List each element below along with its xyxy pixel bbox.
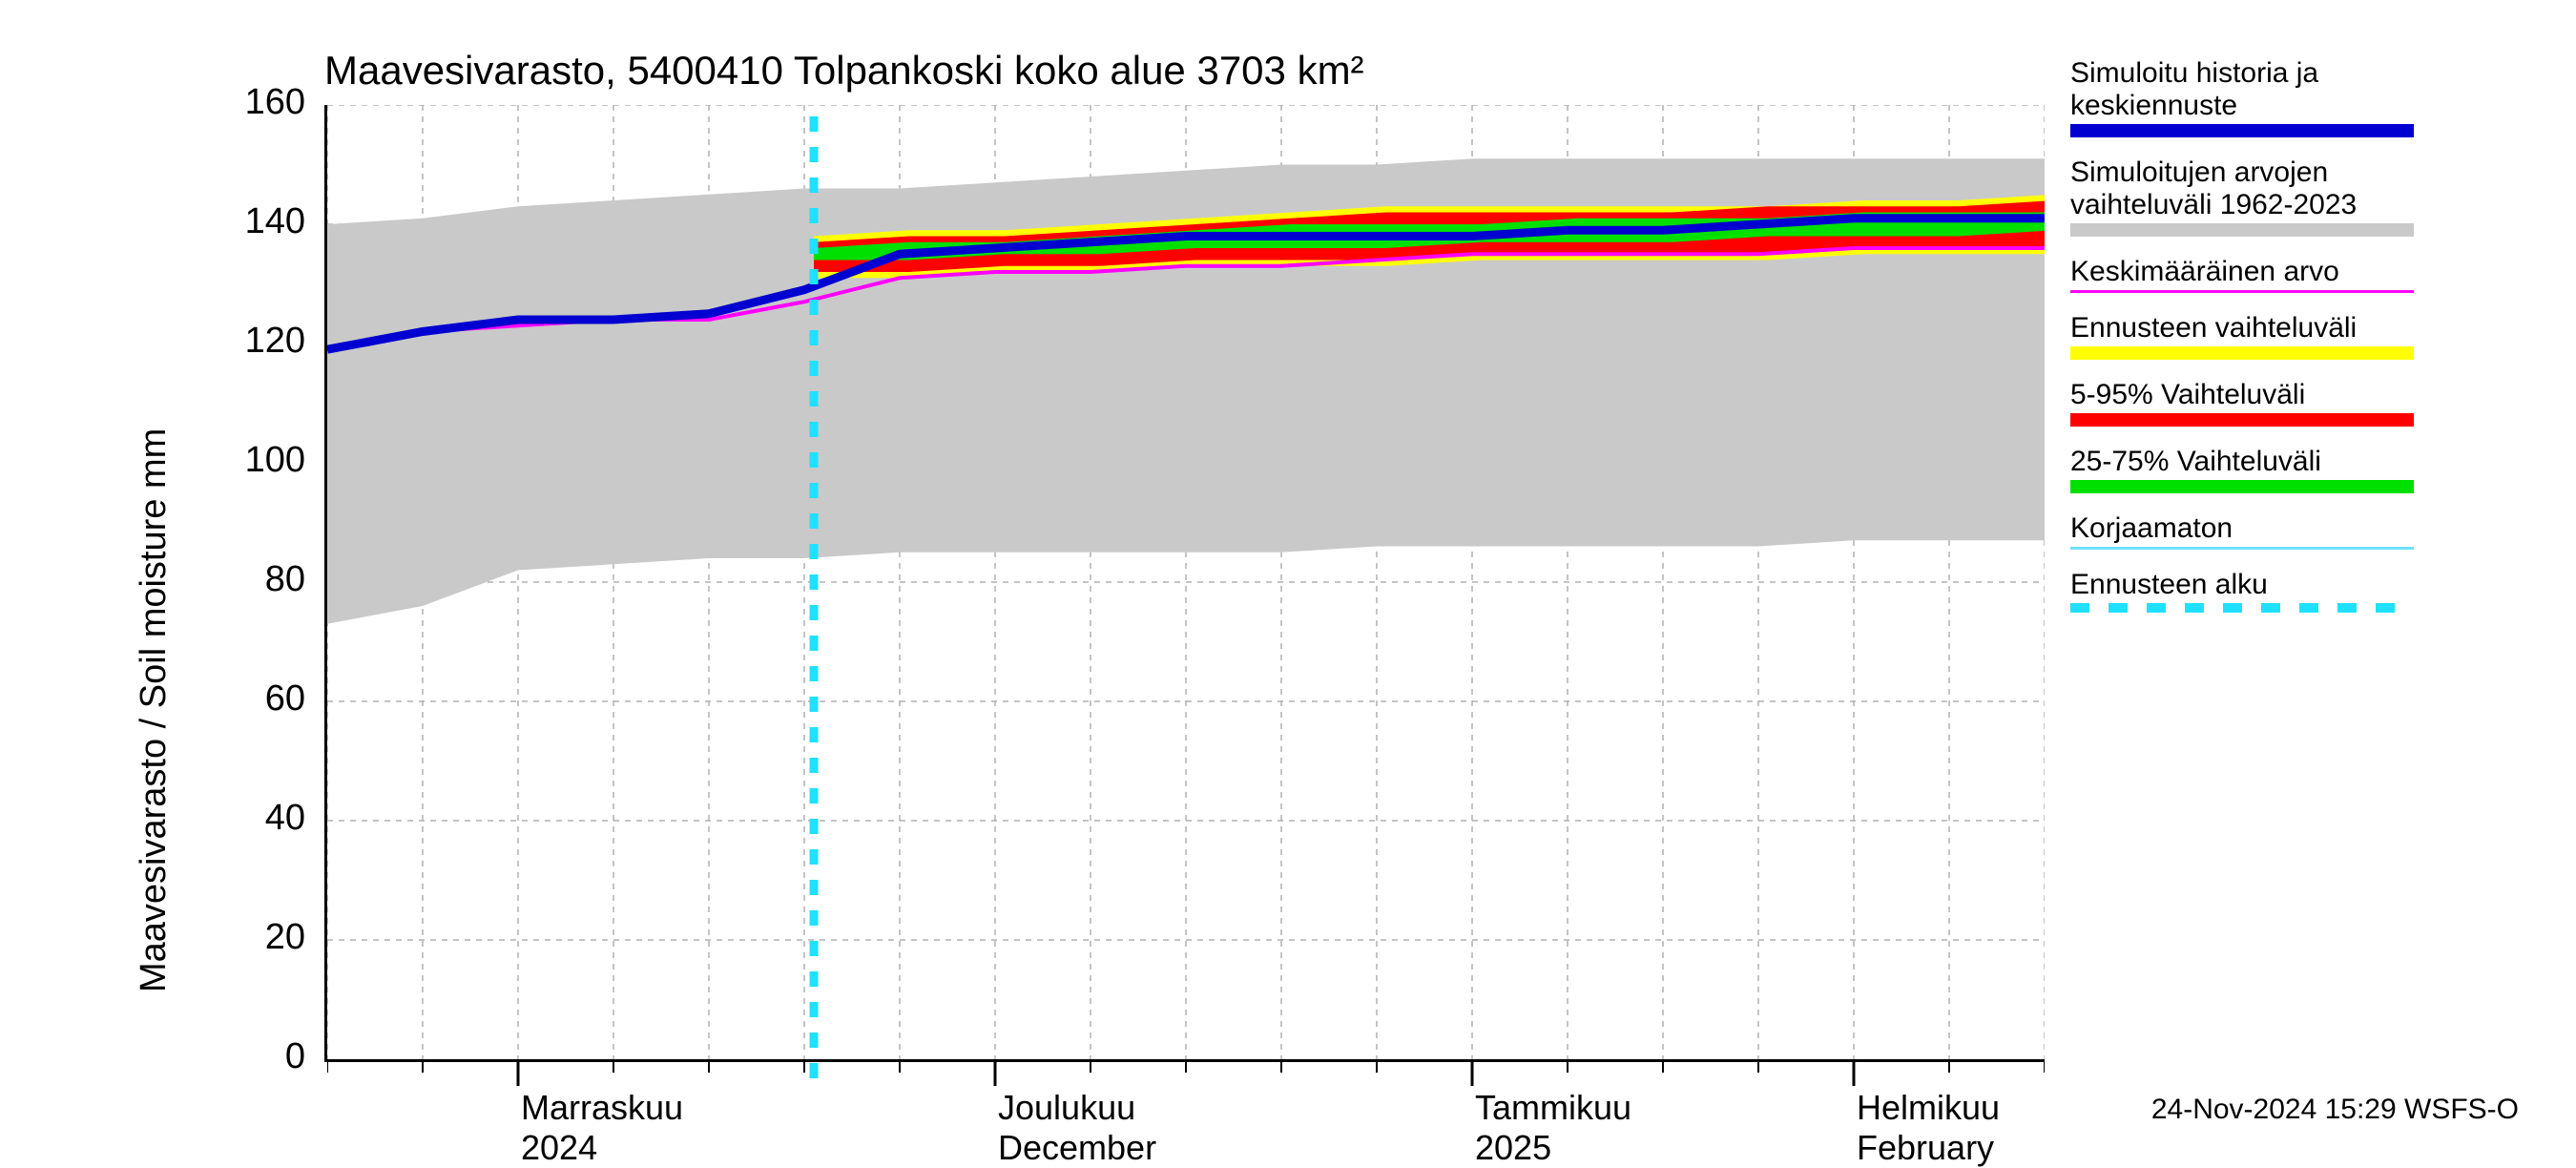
legend-label: Ennusteen alku: [2070, 569, 2414, 601]
legend-item: Keskimääräinen arvo: [2070, 256, 2414, 293]
legend-item: Ennusteen alku: [2070, 569, 2414, 613]
y-tick-label: 100: [200, 440, 305, 481]
legend-label: 5-95% Vaihteluväli: [2070, 379, 2414, 411]
legend-label: Simuloitujen arvojen vaihteluväli 1962-2…: [2070, 156, 2414, 221]
legend-item: Ennusteen vaihteluväli: [2070, 312, 2414, 360]
x-month-label: Tammikuu 2025: [1475, 1088, 1631, 1168]
y-tick-label: 20: [200, 917, 305, 958]
legend-label: 25-75% Vaihteluväli: [2070, 446, 2414, 478]
legend-item: Simuloitujen arvojen vaihteluväli 1962-2…: [2070, 156, 2414, 237]
plot-area: [324, 105, 2045, 1062]
legend-swatch: [2070, 346, 2414, 360]
x-month-label: Marraskuu 2024: [521, 1088, 683, 1168]
legend-item: Simuloitu historia ja keskiennuste: [2070, 57, 2414, 137]
y-tick-label: 80: [200, 559, 305, 600]
y-tick-label: 140: [200, 201, 305, 242]
legend-item: Korjaamaton: [2070, 512, 2414, 550]
x-month-label: Joulukuu December: [998, 1088, 1156, 1168]
legend-swatch: [2070, 603, 2414, 613]
y-tick-label: 160: [200, 82, 305, 123]
y-tick-label: 120: [200, 321, 305, 362]
y-axis-label: Maavesivarasto / Soil moisture mm: [134, 428, 175, 992]
legend-item: 25-75% Vaihteluväli: [2070, 446, 2414, 493]
y-tick-label: 60: [200, 678, 305, 720]
legend-label: Korjaamaton: [2070, 512, 2414, 545]
x-month-label: Helmikuu February: [1857, 1088, 2000, 1168]
legend-swatch: [2070, 124, 2414, 137]
footer-timestamp: 24-Nov-2024 15:29 WSFS-O: [2151, 1094, 2519, 1126]
y-tick-label: 40: [200, 798, 305, 839]
chart-container: Maavesivarasto, 5400410 Tolpankoski koko…: [0, 0, 2576, 1145]
legend-swatch: [2070, 413, 2414, 427]
legend: Simuloitu historia ja keskiennuste Simulo…: [2070, 57, 2414, 632]
legend-item: 5-95% Vaihteluväli: [2070, 379, 2414, 427]
legend-swatch: [2070, 290, 2414, 293]
legend-label: Keskimääräinen arvo: [2070, 256, 2414, 288]
plot-svg: [327, 105, 2045, 1097]
chart-title: Maavesivarasto, 5400410 Tolpankoski koko…: [324, 48, 1364, 94]
legend-label: Ennusteen vaihteluväli: [2070, 312, 2414, 344]
legend-swatch: [2070, 547, 2414, 550]
legend-swatch: [2070, 480, 2414, 493]
legend-label: Simuloitu historia ja keskiennuste: [2070, 57, 2414, 122]
legend-swatch: [2070, 223, 2414, 237]
y-tick-label: 0: [200, 1036, 305, 1077]
